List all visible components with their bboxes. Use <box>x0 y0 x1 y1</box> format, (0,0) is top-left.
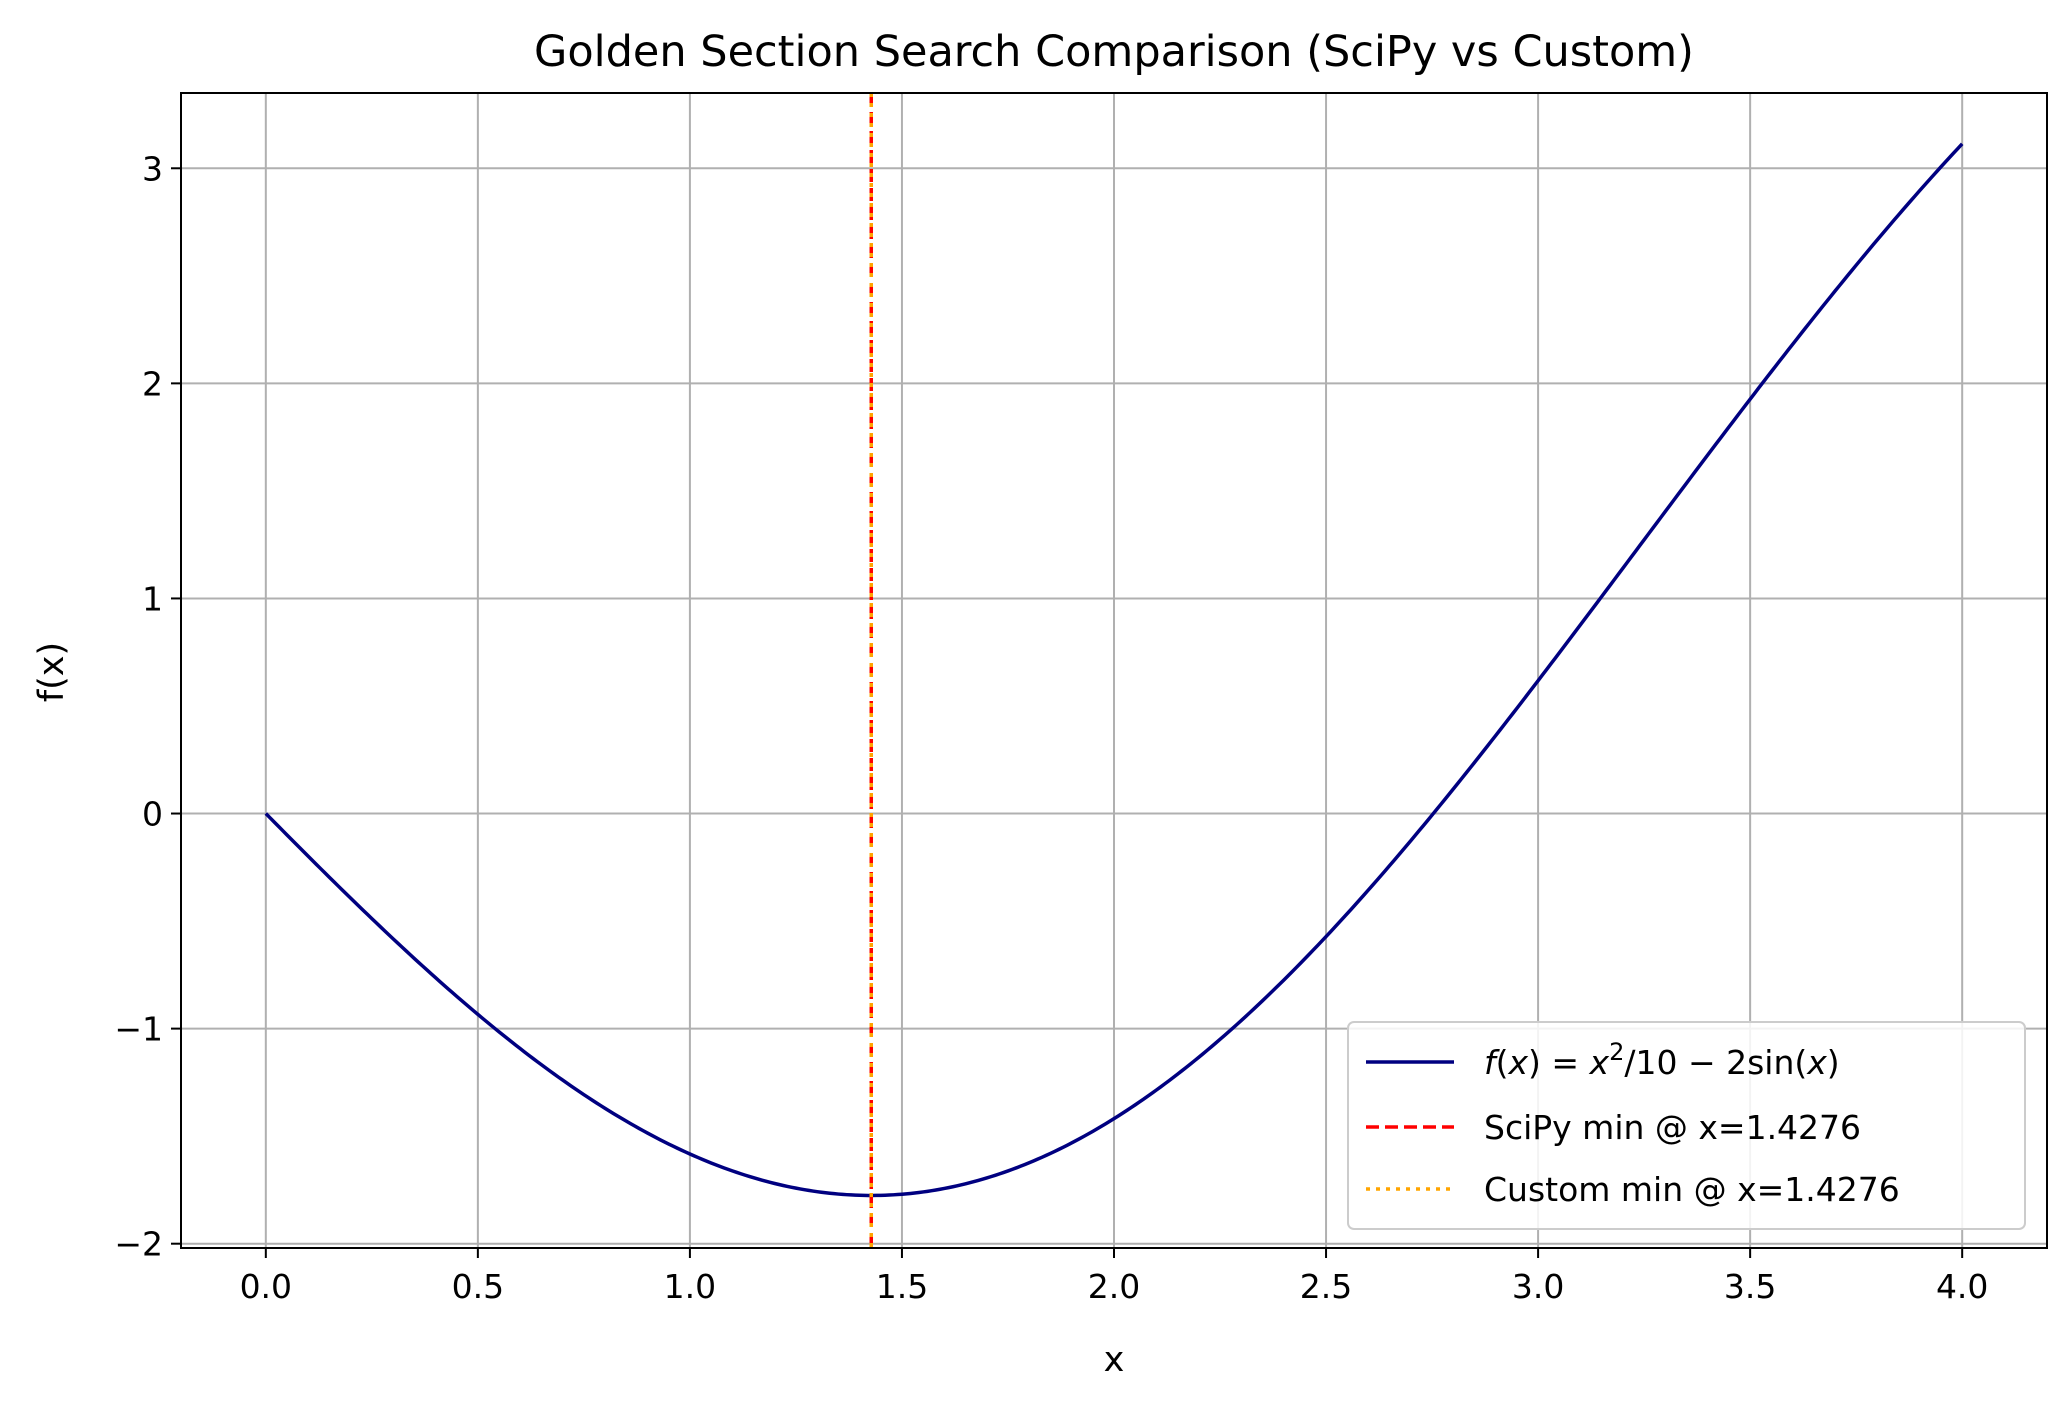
legend-x2: x <box>1589 1043 1610 1082</box>
x-tick-label: 2.5 <box>1300 1267 1352 1306</box>
legend-label-scipy: SciPy min @ x=1.4276 <box>1484 1108 1861 1147</box>
y-tick-label: 3 <box>142 149 163 188</box>
y-tick-label: 2 <box>142 364 163 403</box>
legend-mid: /10 − 2sin( <box>1624 1043 1807 1082</box>
x-tick-label: 2.0 <box>1088 1267 1140 1306</box>
legend-close: ) <box>1827 1043 1840 1082</box>
legend-superscript: 2 <box>1609 1038 1624 1066</box>
legend-equals: = <box>1541 1043 1590 1082</box>
y-tick-label: −2 <box>114 1225 163 1264</box>
legend-box <box>1347 1021 2026 1230</box>
legend: f(x) = x2/10 − 2sin(x) SciPy min @ x=1.4… <box>1347 1021 2026 1230</box>
grid-lines <box>181 93 2047 1248</box>
x-tick-label: 1.0 <box>664 1267 716 1306</box>
legend-close-paren: ) <box>1528 1043 1541 1082</box>
x-tick-label: 4.0 <box>1936 1267 1988 1306</box>
x-axis-ticks: 0.0 0.5 1.0 1.5 2.0 2.5 3.0 3.5 4.0 <box>240 1248 1988 1306</box>
x-tick-label: 3.5 <box>1724 1267 1776 1306</box>
plot-data <box>264 93 1964 1248</box>
y-tick-label: 0 <box>142 795 163 834</box>
legend-open-paren: ( <box>1496 1043 1509 1082</box>
legend-label-custom: Custom min @ x=1.4276 <box>1484 1170 1900 1209</box>
y-tick-label: 1 <box>142 579 163 618</box>
y-axis-ticks: −2 −1 0 1 2 3 <box>114 149 181 1264</box>
legend-x3: x <box>1806 1043 1827 1082</box>
function-curve <box>264 142 1964 1198</box>
x-tick-label: 0.5 <box>452 1267 504 1306</box>
y-axis-label: f(x) <box>32 642 72 702</box>
x-tick-label: 1.5 <box>876 1267 928 1306</box>
legend-x1: x <box>1508 1043 1529 1082</box>
y-tick-label: −1 <box>114 1010 163 1049</box>
x-tick-label: 3.0 <box>1512 1267 1564 1306</box>
x-tick-label: 0.0 <box>240 1267 292 1306</box>
x-axis-label: x <box>1104 1340 1125 1380</box>
legend-label-curve: f(x) = x2/10 − 2sin(x) <box>1484 1038 1840 1082</box>
chart-title: Golden Section Search Comparison (SciPy … <box>534 27 1694 77</box>
